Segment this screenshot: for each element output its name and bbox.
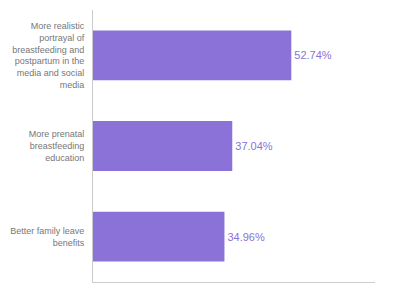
svg-text:More realisticportrayal ofbrea: More realisticportrayal ofbreastfeeding … [12, 21, 85, 90]
svg-text:Better family leavebenefits: Better family leavebenefits [10, 226, 85, 248]
svg-text:More prenatalbreastfeedingeduc: More prenatalbreastfeedingeducation [29, 129, 85, 162]
svg-text:37.04%: 37.04% [235, 140, 273, 152]
svg-text:52.74%: 52.74% [294, 49, 332, 61]
svg-text:34.96%: 34.96% [227, 231, 265, 243]
